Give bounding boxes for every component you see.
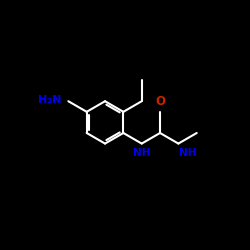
Text: O: O <box>155 95 165 108</box>
Text: NH: NH <box>179 148 197 158</box>
Text: H₂N: H₂N <box>38 95 61 105</box>
Text: NH: NH <box>133 148 150 158</box>
